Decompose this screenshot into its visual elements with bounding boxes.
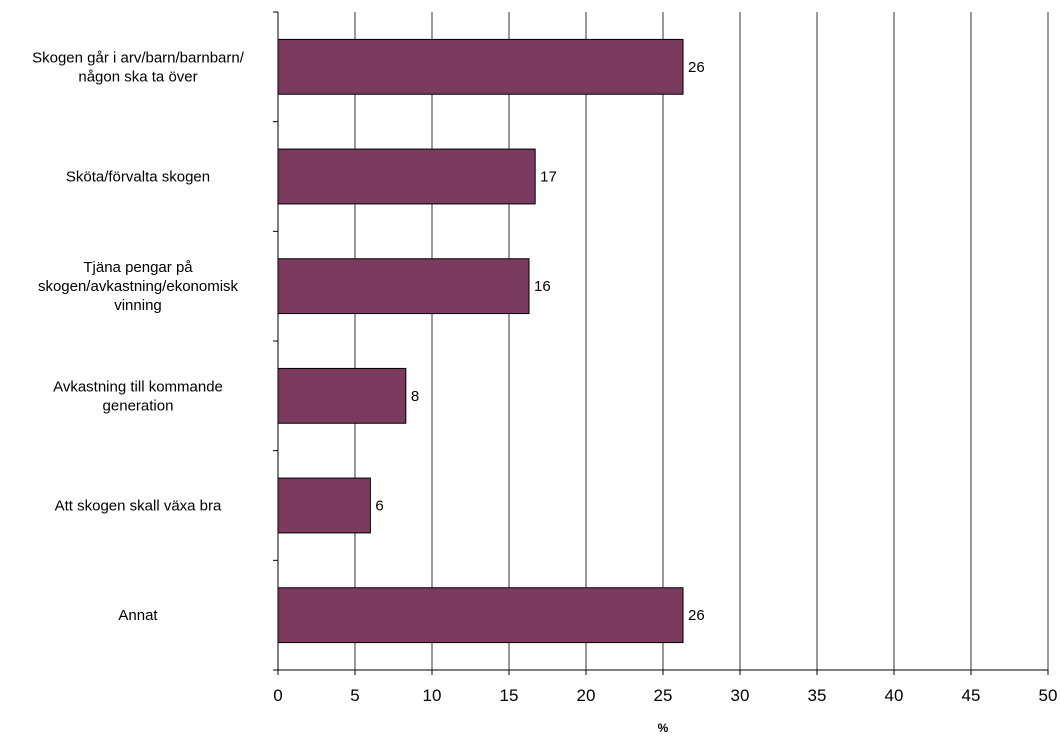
bar bbox=[277, 258, 530, 315]
x-tick-labels: 0 5 10 15 20 25 30 35 40 45 50 bbox=[273, 686, 1057, 705]
x-tick-label: 35 bbox=[808, 686, 827, 705]
bar bbox=[277, 587, 684, 644]
bar bbox=[277, 38, 684, 95]
data-label: 6 bbox=[375, 498, 383, 515]
x-tick-label: 5 bbox=[350, 686, 359, 705]
category-label: Annat bbox=[118, 607, 158, 624]
x-tick-label: 20 bbox=[577, 686, 596, 705]
category-label: Sköta/förvalta skogen bbox=[66, 169, 210, 186]
x-axis-title: % bbox=[658, 721, 669, 735]
data-label: 8 bbox=[411, 388, 419, 405]
data-label: 16 bbox=[534, 278, 551, 295]
bar bbox=[277, 148, 536, 205]
x-tick-label: 25 bbox=[654, 686, 673, 705]
axes bbox=[273, 11, 1049, 675]
data-label: 26 bbox=[688, 607, 705, 624]
bar bbox=[277, 477, 371, 534]
gridlines bbox=[354, 12, 1049, 670]
category-labels: Skogen går i arv/barn/barnbarn/någon ska… bbox=[32, 49, 245, 624]
x-tick-label: 10 bbox=[423, 686, 442, 705]
bar bbox=[277, 367, 407, 424]
category-label: Avkastning till kommande generation bbox=[53, 378, 223, 414]
category-label: Skogen går i arv/barn/barnbarn/någon ska… bbox=[32, 49, 245, 85]
x-tick-label: 30 bbox=[731, 686, 750, 705]
category-label: Tjäna pengar på skogen/avkastning/ekonomi… bbox=[38, 259, 239, 314]
data-labels: 26 17 16 8 6 26 bbox=[375, 59, 704, 624]
x-tick-label: 15 bbox=[500, 686, 519, 705]
x-tick-label: 45 bbox=[962, 686, 981, 705]
data-label: 17 bbox=[540, 169, 557, 186]
x-tick-label: 0 bbox=[273, 686, 282, 705]
x-tick-label: 50 bbox=[1039, 686, 1058, 705]
category-label: Att skogen skall växa bra bbox=[55, 498, 222, 515]
x-tick-label: 40 bbox=[885, 686, 904, 705]
bars bbox=[277, 38, 684, 644]
data-label: 26 bbox=[688, 59, 705, 76]
